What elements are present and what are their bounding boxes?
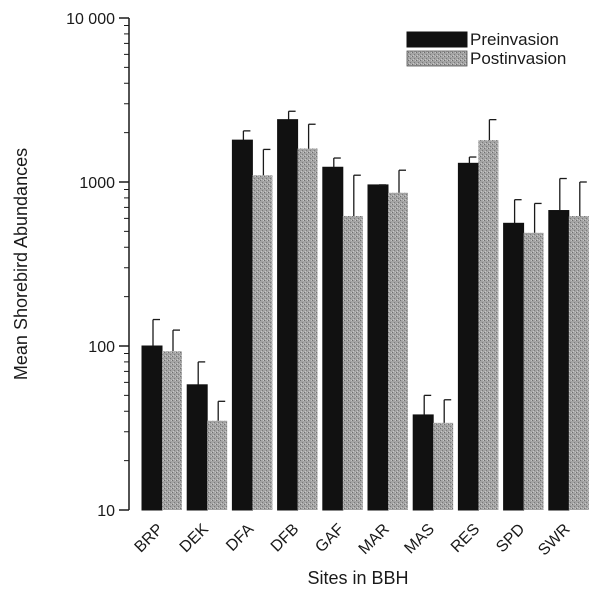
legend-label-postinvasion: Postinvasion bbox=[470, 49, 566, 68]
x-tick-label-res: RES bbox=[448, 521, 483, 556]
x-tick-label-brp: BRP bbox=[132, 521, 167, 556]
bar-res-preinvasion bbox=[457, 162, 479, 511]
legend-label-preinvasion: Preinvasion bbox=[470, 30, 559, 49]
bar-dfa-postinvasion bbox=[252, 175, 273, 510]
legend-swatch-postinvasion bbox=[406, 50, 468, 67]
bar-brp-preinvasion bbox=[141, 345, 163, 511]
bar-dfb-preinvasion bbox=[277, 119, 299, 511]
x-tick-label-dek: DEK bbox=[177, 521, 213, 557]
bar-spd-preinvasion bbox=[503, 222, 525, 511]
bar-brp-postinvasion bbox=[162, 351, 182, 510]
x-tick-label-dfa: DFA bbox=[223, 521, 257, 555]
x-tick-label-gaf: GAF bbox=[312, 521, 347, 556]
bar-mas-postinvasion bbox=[433, 422, 454, 510]
x-tick-label-dfb: DFB bbox=[268, 521, 303, 556]
bar-dfa-preinvasion bbox=[231, 139, 253, 511]
bar-mas-preinvasion bbox=[412, 414, 434, 511]
y-tick-label: 1000 bbox=[79, 175, 115, 192]
bars-group bbox=[141, 110, 589, 511]
x-axis-category-labels: BRP DEK DFA DFB GAF MAR MAS RES SPD SWR bbox=[132, 521, 574, 560]
bar-res-postinvasion bbox=[478, 140, 499, 510]
y-axis-ticks: 10 100 1000 10 000 bbox=[66, 11, 129, 520]
bar-mar-postinvasion bbox=[388, 192, 408, 510]
bar-swr-postinvasion bbox=[568, 216, 589, 510]
bar-gaf-postinvasion bbox=[342, 216, 363, 510]
bar-mar-preinvasion bbox=[367, 184, 389, 511]
bar-dek-preinvasion bbox=[186, 384, 208, 511]
x-tick-label-mar: MAR bbox=[356, 521, 393, 558]
bar-spd-postinvasion bbox=[523, 232, 544, 510]
x-tick-label-spd: SPD bbox=[493, 521, 528, 556]
bar-swr-preinvasion bbox=[548, 210, 570, 511]
bar-gaf-preinvasion bbox=[322, 166, 344, 511]
x-tick-label-swr: SWR bbox=[535, 521, 573, 559]
legend-swatch-preinvasion bbox=[406, 31, 468, 48]
x-tick-label-mas: MAS bbox=[401, 521, 438, 558]
bar-dek-postinvasion bbox=[207, 420, 228, 510]
legend: Preinvasion Postinvasion bbox=[406, 30, 566, 68]
bar-dfb-postinvasion bbox=[297, 148, 318, 510]
y-tick-label: 100 bbox=[88, 339, 115, 356]
y-axis-title: Mean Shorebird Abundances bbox=[11, 148, 31, 380]
y-tick-label: 10 bbox=[97, 503, 115, 520]
y-tick-label: 10 000 bbox=[66, 11, 115, 28]
x-axis-title: Sites in BBH bbox=[307, 568, 408, 588]
